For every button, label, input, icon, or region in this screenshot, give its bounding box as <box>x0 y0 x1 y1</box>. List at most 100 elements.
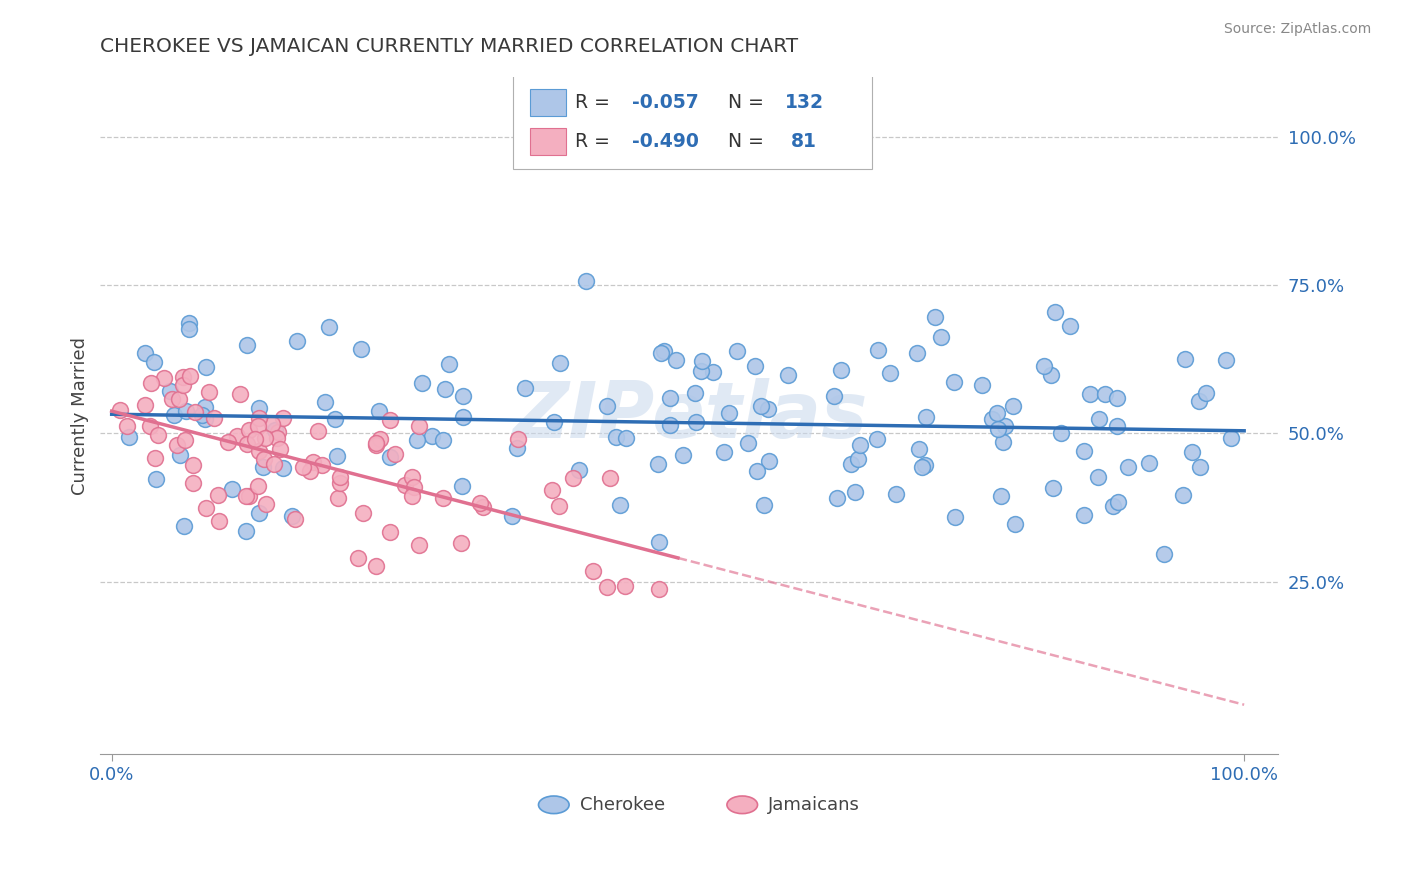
Point <box>450 536 472 550</box>
Point <box>378 450 401 464</box>
Point <box>254 497 277 511</box>
Point <box>866 432 889 446</box>
Point <box>229 387 252 401</box>
Point <box>886 487 908 501</box>
Point <box>350 342 373 356</box>
Point <box>994 418 1017 433</box>
Point <box>548 499 571 513</box>
Point <box>468 495 491 509</box>
Point <box>318 320 340 334</box>
Point <box>685 415 707 429</box>
Point <box>713 445 735 459</box>
Point <box>110 403 132 417</box>
Point <box>609 498 631 512</box>
Point <box>1059 318 1081 333</box>
Point <box>758 454 780 468</box>
Point <box>596 580 619 594</box>
Point <box>134 398 156 412</box>
Point <box>1137 457 1160 471</box>
Point <box>1188 459 1211 474</box>
Point <box>725 343 748 358</box>
Point <box>1171 488 1194 502</box>
Point <box>314 395 336 409</box>
Point <box>543 415 565 429</box>
Bar <box>530 128 565 155</box>
Point <box>247 411 270 425</box>
Point <box>541 483 564 498</box>
Text: Cherokee: Cherokee <box>579 796 665 814</box>
Point <box>195 501 218 516</box>
Point <box>115 418 138 433</box>
Point <box>506 441 529 455</box>
Point <box>262 417 284 431</box>
Point <box>839 457 862 471</box>
Point <box>658 417 681 432</box>
Point <box>181 476 204 491</box>
Point <box>221 483 243 497</box>
Point <box>191 409 214 423</box>
Point <box>702 365 724 379</box>
Point <box>179 369 201 384</box>
Point <box>1215 352 1237 367</box>
Point <box>613 579 636 593</box>
Point <box>408 419 430 434</box>
Point <box>844 484 866 499</box>
Point <box>174 433 197 447</box>
Point <box>247 401 270 416</box>
Point <box>364 558 387 573</box>
Point <box>1033 359 1056 373</box>
Point <box>515 381 537 395</box>
Point <box>326 449 349 463</box>
Point <box>269 442 291 456</box>
Point <box>749 399 772 413</box>
Point <box>1219 431 1241 445</box>
Point <box>437 358 460 372</box>
Point <box>501 509 523 524</box>
Point <box>238 489 260 503</box>
Point <box>690 364 713 378</box>
Point <box>285 334 308 349</box>
Point <box>236 437 259 451</box>
Point <box>647 457 669 471</box>
Point <box>378 413 401 427</box>
Point <box>432 491 454 505</box>
Point <box>1049 426 1071 441</box>
Point <box>146 428 169 442</box>
Point <box>914 458 936 472</box>
Point <box>1195 386 1218 401</box>
Text: N =: N = <box>728 132 763 151</box>
Point <box>143 450 166 465</box>
Point <box>911 460 934 475</box>
Point <box>207 488 229 502</box>
Text: N =: N = <box>728 93 763 112</box>
Point <box>1105 392 1128 406</box>
Point <box>1174 352 1197 367</box>
Point <box>562 471 585 485</box>
Point <box>235 489 257 503</box>
Point <box>292 459 315 474</box>
Text: R =: R = <box>575 132 610 151</box>
Point <box>652 344 675 359</box>
Point <box>311 458 333 472</box>
Point <box>582 564 605 578</box>
Point <box>575 274 598 288</box>
Y-axis label: Currently Married: Currently Married <box>72 336 89 495</box>
Point <box>134 346 156 360</box>
Point <box>420 429 443 443</box>
Bar <box>530 89 565 116</box>
Point <box>298 464 321 478</box>
Point <box>284 512 307 526</box>
Point <box>548 356 571 370</box>
Point <box>1073 444 1095 458</box>
Point <box>253 451 276 466</box>
Text: ZIPetlas: ZIPetlas <box>512 377 868 454</box>
Point <box>152 371 174 385</box>
Point <box>434 383 457 397</box>
Point <box>868 343 890 358</box>
Point <box>453 389 475 403</box>
Point <box>145 472 167 486</box>
Point <box>139 376 162 390</box>
Point <box>194 412 217 426</box>
Point <box>659 391 682 405</box>
Point <box>650 346 672 360</box>
